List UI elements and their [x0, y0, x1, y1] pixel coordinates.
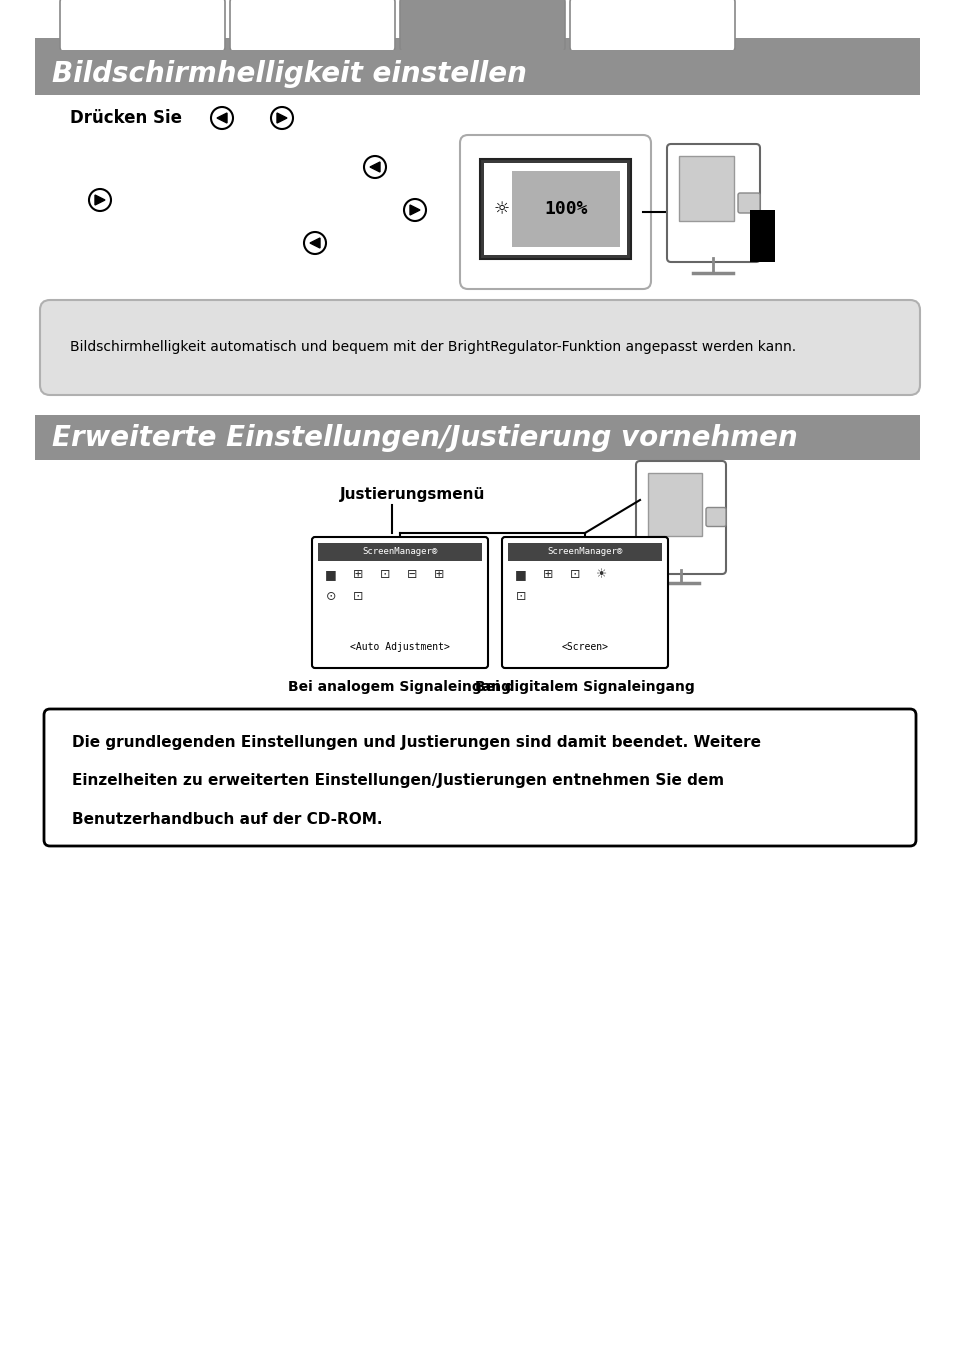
Text: Justierungsmenü: Justierungsmenü	[339, 487, 485, 502]
FancyBboxPatch shape	[569, 0, 734, 53]
Polygon shape	[410, 205, 419, 215]
FancyBboxPatch shape	[312, 537, 488, 668]
Text: Benutzerhandbuch auf der CD-ROM.: Benutzerhandbuch auf der CD-ROM.	[71, 811, 382, 826]
FancyBboxPatch shape	[230, 0, 395, 53]
Text: ScreenManager®: ScreenManager®	[362, 548, 437, 556]
FancyBboxPatch shape	[44, 709, 915, 846]
Text: <Screen>: <Screen>	[561, 643, 608, 652]
Text: Die grundlegenden Einstellungen und Justierungen sind damit beendet. Weitere: Die grundlegenden Einstellungen und Just…	[71, 736, 760, 751]
FancyBboxPatch shape	[679, 157, 733, 221]
FancyBboxPatch shape	[507, 543, 661, 562]
Text: ScreenManager®: ScreenManager®	[547, 548, 622, 556]
FancyBboxPatch shape	[636, 460, 725, 574]
FancyBboxPatch shape	[40, 300, 919, 396]
Text: ☼: ☼	[494, 200, 510, 217]
Text: ⊡: ⊡	[379, 568, 390, 582]
FancyBboxPatch shape	[647, 472, 701, 536]
Text: ■: ■	[325, 568, 336, 582]
FancyBboxPatch shape	[399, 0, 564, 53]
Text: Einzelheiten zu erweiterten Einstellungen/Justierungen entnehmen Sie dem: Einzelheiten zu erweiterten Einstellunge…	[71, 774, 723, 788]
Text: ⊡: ⊡	[353, 590, 363, 603]
Text: Bildschirmhelligkeit automatisch und bequem mit der BrightRegulator-Funktion ang: Bildschirmhelligkeit automatisch und beq…	[70, 340, 796, 355]
FancyBboxPatch shape	[738, 193, 760, 213]
Text: Drücken Sie: Drücken Sie	[70, 109, 182, 127]
Polygon shape	[276, 113, 287, 123]
FancyBboxPatch shape	[317, 543, 481, 562]
Polygon shape	[95, 194, 105, 205]
FancyBboxPatch shape	[666, 144, 760, 262]
Text: Bildschirmhelligkeit einstellen: Bildschirmhelligkeit einstellen	[52, 59, 526, 88]
FancyBboxPatch shape	[35, 50, 919, 94]
FancyBboxPatch shape	[749, 211, 774, 262]
FancyBboxPatch shape	[60, 0, 225, 53]
FancyBboxPatch shape	[459, 135, 650, 289]
FancyBboxPatch shape	[35, 38, 919, 50]
Text: ☀: ☀	[596, 568, 607, 582]
Text: ⊟: ⊟	[406, 568, 416, 582]
FancyBboxPatch shape	[35, 414, 919, 460]
Polygon shape	[216, 113, 227, 123]
FancyBboxPatch shape	[501, 537, 667, 668]
Text: Erweiterte Einstellungen/Justierung vornehmen: Erweiterte Einstellungen/Justierung vorn…	[52, 424, 797, 452]
FancyBboxPatch shape	[483, 163, 626, 255]
Polygon shape	[370, 162, 379, 171]
Polygon shape	[310, 238, 319, 248]
Text: ⊡: ⊡	[516, 590, 526, 603]
FancyBboxPatch shape	[705, 508, 725, 526]
FancyBboxPatch shape	[479, 159, 630, 259]
Text: ⊙: ⊙	[325, 590, 335, 603]
Text: ⊞: ⊞	[542, 568, 553, 582]
Text: Bei digitalem Signaleingang: Bei digitalem Signaleingang	[475, 680, 694, 694]
Text: ⊞: ⊞	[434, 568, 444, 582]
Text: 100%: 100%	[543, 200, 587, 217]
Text: <Auto Adjustment>: <Auto Adjustment>	[350, 643, 450, 652]
Text: Bei analogem Signaleingang: Bei analogem Signaleingang	[288, 680, 511, 694]
FancyBboxPatch shape	[512, 171, 619, 247]
Text: ⊡: ⊡	[569, 568, 579, 582]
Text: ⊞: ⊞	[353, 568, 363, 582]
Text: ■: ■	[515, 568, 526, 582]
